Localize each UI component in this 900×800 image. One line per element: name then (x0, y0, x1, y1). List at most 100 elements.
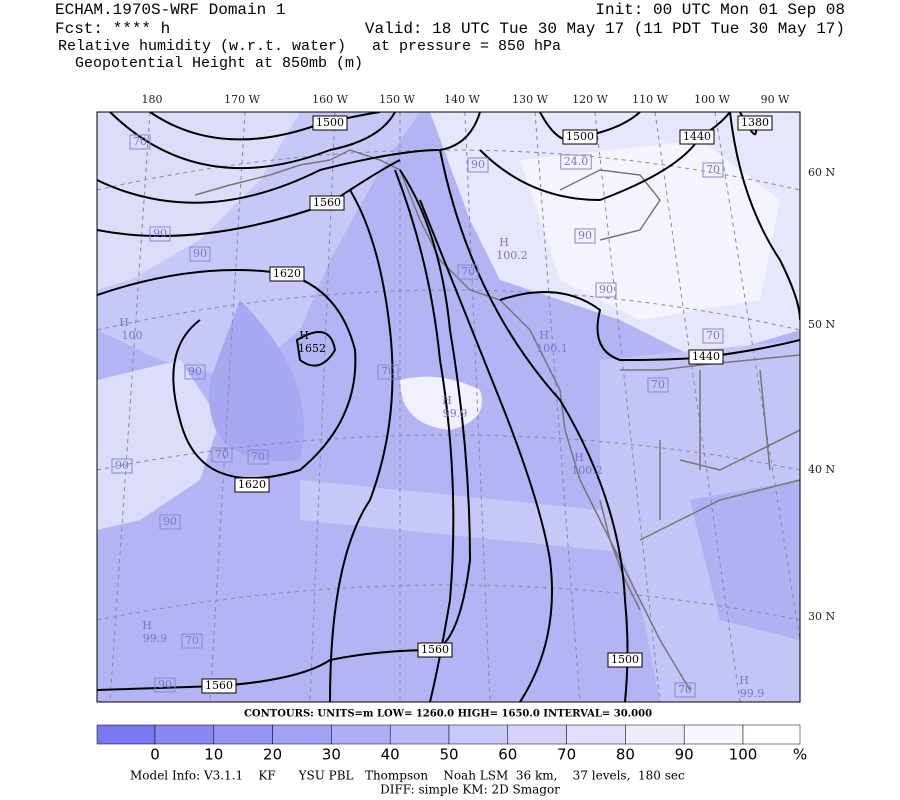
colorbar-label: 100 (729, 746, 758, 764)
rh-label: 70 (706, 163, 720, 176)
rh-label: 90 (193, 247, 207, 260)
contour-info: CONTOURS: UNITS=m LOW= 1260.0 HIGH= 1650… (244, 709, 652, 720)
rh-label-box (377, 364, 399, 380)
lon-label: 180 (142, 93, 163, 106)
height-label: 1560 (313, 196, 341, 209)
high-symbol: H (499, 236, 509, 249)
rh-label: 24.0 (564, 155, 589, 168)
rh-label: 90 (188, 365, 202, 378)
height-label: 1440 (683, 130, 711, 143)
colorbar-swatch (448, 724, 509, 745)
rh-fill (520, 140, 780, 320)
map-area (97, 112, 800, 702)
height-label: 1560 (205, 679, 233, 692)
rh-label: 70 (461, 265, 475, 278)
height-label-box (679, 129, 715, 145)
colorbar-label: 0 (150, 746, 160, 764)
height-label: 1500 (611, 653, 639, 666)
forecast: Fcst: **** h (55, 20, 170, 38)
rh-label-box (129, 134, 151, 150)
colorbar-swatch (213, 724, 273, 745)
rh-label: 90 (158, 678, 172, 691)
height-label: 1440 (692, 350, 720, 363)
lon-label: 160 W (312, 93, 348, 106)
height-label: 1500 (566, 130, 594, 143)
high-value: 99.9 (740, 687, 765, 700)
rh-label: 70 (251, 450, 265, 463)
colorbar-label: 40 (381, 746, 400, 764)
height-label: 1620 (238, 478, 266, 491)
colorbar-label: 50 (439, 746, 458, 764)
colorbar-swatch (507, 724, 567, 745)
high-value: 100.2 (571, 464, 603, 477)
height-label-box (607, 652, 643, 668)
rh-label-box (159, 514, 181, 530)
high-symbol: H (442, 394, 452, 407)
colorbar-label: 10 (204, 746, 223, 764)
rh-label: 90 (163, 515, 177, 528)
colorbar-label: 80 (616, 746, 635, 764)
map-frame (96, 111, 801, 703)
high-value: 100.2 (496, 249, 528, 262)
rh-label: 70 (678, 683, 692, 696)
colorbar-unit: % (793, 746, 807, 764)
height-label-box (417, 642, 453, 658)
rh-label-box (154, 677, 176, 693)
high-value: 100.1 (536, 342, 568, 355)
rh-label-box (181, 633, 203, 649)
lon-label: 100 W (694, 93, 730, 106)
height-label-box (312, 115, 348, 131)
lon-label: 90 W (761, 93, 790, 106)
model-info: Model Info: V3.1.1 KF YSU PBL Thompson N… (130, 769, 685, 783)
rh-label-box (467, 157, 489, 173)
rh-label: 90 (599, 283, 613, 296)
colorbar-swatch (154, 724, 215, 745)
height-label-box (309, 195, 345, 211)
rh-label: 90 (115, 459, 129, 472)
lon-label: 120 W (572, 93, 608, 106)
rh-fill (690, 480, 800, 640)
height-label-box (688, 349, 724, 365)
colorbar-swatch (331, 724, 391, 745)
high-symbol: H (142, 619, 152, 632)
high-symbol: H (119, 316, 129, 329)
rh-label-box (560, 154, 592, 170)
high-value: 1652 (298, 342, 326, 355)
colorbar-swatch (566, 724, 626, 745)
colorbar-label: 60 (498, 746, 517, 764)
height-label: 1380 (741, 116, 769, 129)
rh-label: 90 (153, 227, 167, 240)
height-label-box (234, 477, 270, 493)
height-label-box (737, 115, 773, 131)
rh-label: 70 (381, 365, 395, 378)
height-label-box (269, 266, 305, 282)
lon-label: 130 W (512, 93, 548, 106)
colorbar-label: 90 (675, 746, 694, 764)
lon-label: 170 W (224, 93, 260, 106)
rh-label: 70 (185, 634, 199, 647)
high-symbol: H (299, 329, 309, 342)
colorbar: 0 10 20 30 40 50 60 70 80 90 100 (96, 724, 801, 764)
high-value: 100 (122, 329, 143, 342)
rh-label-box (595, 282, 617, 298)
lon-label: 110 W (632, 93, 668, 106)
high-symbol: H (574, 451, 584, 464)
height-label-box (201, 678, 237, 694)
rh-fill (97, 360, 220, 530)
rh-label: 70 (215, 448, 229, 461)
lon-label: 150 W (379, 93, 415, 106)
rh-label-box (574, 228, 596, 244)
rh-label-box (149, 226, 171, 242)
high-symbol: H (539, 329, 549, 342)
colorbar-label: 70 (557, 746, 576, 764)
height-label-box (562, 129, 598, 145)
rh-label-box (111, 458, 133, 474)
init-time: Init: 00 UTC Mon 01 Sep 08 (595, 1, 845, 19)
colorbar-label: 20 (263, 746, 282, 764)
field-name: Geopotential Height at 850mb (m) (75, 55, 363, 72)
rh-label: 70 (133, 135, 147, 148)
colorbar-swatch (389, 724, 450, 745)
rh-label-box (647, 377, 669, 393)
